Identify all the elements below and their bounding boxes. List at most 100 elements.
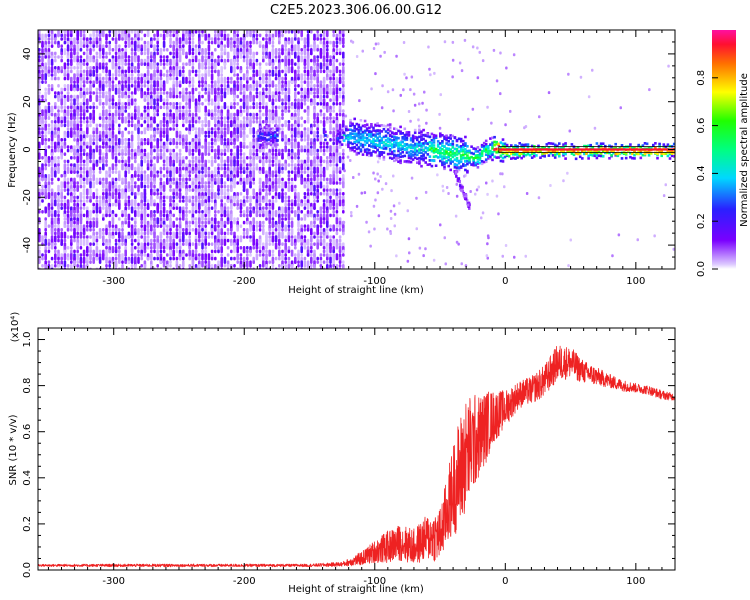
heatmap-cell (50, 58, 54, 66)
heatmap-cell (365, 136, 369, 140)
heatmap-cell (316, 134, 319, 138)
heatmap-cell (140, 235, 143, 239)
heatmap-cell (76, 213, 79, 218)
heatmap-cell (82, 73, 86, 77)
heatmap-cell (134, 66, 137, 74)
heatmap-cell (47, 260, 51, 264)
heatmap-cell (263, 133, 267, 136)
heatmap-cell (329, 91, 332, 95)
heatmap-cell (380, 106, 384, 110)
heatmap-cell (284, 199, 287, 203)
heatmap-cell (79, 206, 83, 210)
heatmap-cell (246, 199, 249, 203)
heatmap-cell (79, 217, 83, 225)
heatmap-cell (159, 242, 163, 250)
heatmap-cell (402, 88, 405, 92)
heatmap-cell (127, 213, 131, 221)
heatmap-cell (357, 141, 361, 144)
heatmap-cell (380, 130, 384, 133)
heatmap-cell (102, 253, 105, 261)
heatmap-cell (54, 217, 57, 225)
heatmap-cell (153, 138, 156, 142)
heatmap-cell (50, 177, 54, 182)
heatmap-cell (376, 132, 379, 136)
heatmap-cell (338, 238, 342, 243)
heatmap-cell (73, 238, 76, 243)
heatmap-cell (182, 116, 185, 120)
heatmap-cell (223, 84, 227, 88)
heatmap-cell (86, 116, 89, 120)
heatmap-cell (150, 91, 153, 95)
heatmap-cell (242, 235, 246, 239)
heatmap-cell (443, 40, 447, 44)
heatmap-cell (454, 214, 458, 218)
heatmap-cell (278, 40, 281, 45)
heatmap-cell (258, 228, 262, 232)
heatmap-cell (70, 116, 73, 120)
heatmap-cell (95, 199, 99, 203)
heatmap-cell (217, 210, 220, 214)
heatmap-cell (76, 109, 79, 117)
heatmap-cell (41, 55, 44, 63)
heatmap-cell (226, 220, 230, 225)
heatmap-cell (159, 33, 163, 38)
heatmap-cell (188, 184, 191, 189)
heatmap-cell (111, 228, 115, 232)
heatmap-cell (50, 105, 54, 113)
heatmap-cell (326, 94, 329, 99)
heatmap-cell (294, 130, 297, 138)
heatmap-cell (114, 112, 118, 117)
heatmap-cell (303, 206, 307, 210)
heatmap-cell (306, 48, 310, 52)
heatmap-cell (63, 87, 67, 92)
heatmap-cell (268, 238, 271, 243)
heatmap-cell (262, 120, 265, 124)
heatmap-cell (153, 134, 156, 138)
heatmap-cell (587, 95, 591, 99)
heatmap-cell (338, 224, 342, 228)
heatmap-cell (140, 228, 143, 232)
heatmap-cell (313, 120, 316, 124)
heatmap-cell (370, 140, 373, 143)
heatmap-cell (310, 235, 313, 243)
heatmap-cell (290, 152, 294, 156)
heatmap-cell (257, 134, 260, 138)
heatmap-cell (214, 242, 217, 250)
heatmap-cell (66, 55, 70, 59)
heatmap-cell (153, 120, 156, 124)
heatmap-cell (463, 174, 466, 178)
heatmap-cell (50, 73, 54, 77)
heatmap-cell (63, 195, 67, 200)
heatmap-cell (79, 145, 83, 153)
heatmap-cell (89, 188, 92, 196)
heatmap-cell (54, 76, 57, 81)
heatmap-cell (118, 116, 121, 120)
heatmap-cell (127, 66, 131, 74)
heatmap-cell (175, 224, 179, 228)
heatmap-cell (66, 120, 70, 128)
heatmap-cell (140, 62, 143, 66)
heatmap-cell (172, 120, 175, 124)
heatmap-cell (267, 124, 271, 127)
heatmap-cell (342, 210, 345, 214)
heatmap-cell (338, 195, 342, 200)
heatmap-cell (102, 58, 105, 63)
heatmap-cell (297, 123, 300, 128)
heatmap-cell (156, 130, 159, 135)
heatmap-cell (137, 55, 140, 63)
heatmap-cell (191, 195, 195, 200)
heatmap-cell (246, 156, 249, 160)
heatmap-cell (567, 72, 570, 76)
heatmap-cell (38, 94, 41, 99)
heatmap-cell (214, 181, 217, 185)
heatmap-cell (86, 48, 89, 52)
heatmap-cell (214, 148, 217, 153)
heatmap-cell (82, 152, 86, 156)
heatmap-cell (407, 237, 411, 241)
heatmap-cell (89, 210, 92, 218)
heatmap-cell (355, 147, 359, 151)
heatmap-cell (281, 123, 284, 128)
heatmap-cell (146, 84, 150, 88)
heatmap-cell (118, 138, 121, 146)
heatmap-cell (230, 130, 233, 138)
